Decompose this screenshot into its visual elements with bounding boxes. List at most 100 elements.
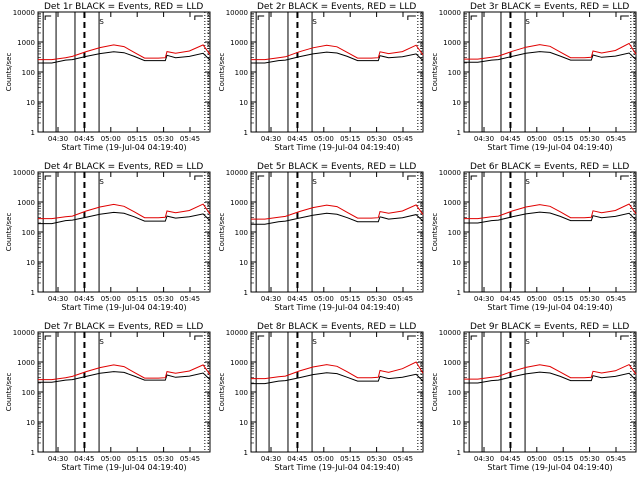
events-series-line [38,211,211,225]
x-tick-label: 04:30 [474,135,494,143]
y-tick-label: 1 [31,289,35,297]
events-series-line [38,51,211,64]
y-tick-label: 10000 [226,329,248,337]
bracket-mark [257,15,265,20]
lld-series-line [38,203,211,220]
x-tick-label: 05:15 [340,295,360,303]
bracket-mark [407,335,416,340]
detector-panel: Det 7r BLACK = Events, RED = LLD 1 10 100 10… [5,322,211,472]
x-tick-label: 05:15 [553,135,573,143]
y-tick-label: 1000 [230,359,248,367]
annotation-label: S [525,18,530,26]
events-series-line [251,212,424,225]
annotation-label: S [99,338,104,346]
plot-frame [250,171,424,293]
y-tick-label: 1000 [230,39,248,47]
bracket-mark [257,175,265,180]
panel-title: Det 5r BLACK = Events, RED = LLD [257,162,416,172]
x-tick-label: 05:30 [580,295,600,303]
x-tick-label: 04:45 [74,295,94,303]
y-tick-label: 10000 [226,9,248,17]
x-tick-label: 05:45 [180,455,200,463]
plot-frame [37,11,211,133]
y-tick-label: 100 [235,69,248,77]
panel-title: Det 8r BLACK = Events, RED = LLD [257,322,416,332]
y-tick-label: 1000 [443,199,461,207]
y-axis-label: Counts/sec [5,213,13,252]
x-tick-label: 05:30 [367,135,387,143]
events-series-line [464,371,637,384]
annotation-label: S [99,178,104,186]
bracket-mark [620,175,629,180]
y-tick-label: 10000 [13,169,35,177]
lld-series-line [251,204,424,220]
events-series-line [464,51,637,63]
x-tick-label: 05:45 [606,295,626,303]
panel-title: Det 7r BLACK = Events, RED = LLD [44,322,203,332]
y-tick-label: 100 [448,229,461,237]
y-axis-label: Counts/sec [218,213,226,252]
bracket-mark [194,175,203,180]
lld-series-line [464,203,637,220]
annotation-label: S [525,178,530,186]
y-tick-label: 1 [457,289,461,297]
bracket-mark [194,335,203,340]
annotation-label: S [312,178,317,186]
x-axis-label: Start Time (19-Jul-04 04:19:40) [487,143,612,152]
x-tick-label: 05:45 [180,135,200,143]
y-tick-label: 1000 [17,359,35,367]
x-tick-label: 04:30 [48,455,68,463]
x-tick-label: 04:45 [287,135,307,143]
annotation-label: S [312,338,317,346]
x-axis-label: Start Time (19-Jul-04 04:19:40) [487,463,612,472]
y-axis-label: Counts/sec [5,373,13,412]
y-axis-label: Counts/sec [431,373,439,412]
x-tick-label: 05:45 [180,295,200,303]
y-axis-label: Counts/sec [431,53,439,92]
x-tick-label: 04:45 [500,455,520,463]
x-tick-label: 05:30 [154,135,174,143]
x-tick-label: 05:00 [101,135,121,143]
x-tick-label: 04:45 [500,295,520,303]
y-tick-label: 1 [457,449,461,457]
annotation-label: S [525,338,530,346]
bracket-mark [44,15,52,20]
y-tick-label: 10 [26,259,35,267]
x-tick-label: 04:30 [48,135,68,143]
lld-series-line [38,364,211,381]
detector-panel: Det 5r BLACK = Events, RED = LLD 1 10 100 10… [218,162,424,312]
events-series-line [464,211,637,224]
y-tick-label: 10000 [439,169,461,177]
y-tick-label: 100 [235,389,248,397]
bracket-mark [470,175,478,180]
y-tick-label: 10000 [226,169,248,177]
x-tick-label: 05:30 [154,455,174,463]
x-tick-label: 05:15 [340,455,360,463]
x-tick-label: 05:00 [527,295,547,303]
y-tick-label: 1000 [17,39,35,47]
plot-frame [37,171,211,293]
x-axis-label: Start Time (19-Jul-04 04:19:40) [61,143,186,152]
x-tick-label: 04:45 [287,455,307,463]
panel-title: Det 2r BLACK = Events, RED = LLD [257,2,416,12]
y-tick-label: 10 [452,419,461,427]
events-series-line [38,371,211,383]
x-tick-label: 05:30 [580,135,600,143]
y-tick-label: 100 [22,389,35,397]
x-tick-label: 04:45 [74,455,94,463]
bracket-mark [407,15,416,20]
plot-frame [37,331,211,453]
detector-panel: Det 8r BLACK = Events, RED = LLD 1 10 100 10… [218,322,424,472]
plot-frame [463,171,637,293]
panel-title: Det 6r BLACK = Events, RED = LLD [470,162,629,172]
x-tick-label: 04:30 [261,135,281,143]
detector-panel: Det 6r BLACK = Events, RED = LLD 1 10 100 10… [431,162,637,312]
bracket-mark [407,175,416,180]
x-tick-label: 05:00 [527,455,547,463]
lld-series-line [464,363,637,380]
events-series-line [251,51,424,64]
y-axis-label: Counts/sec [431,213,439,252]
bracket-mark [44,175,52,180]
x-tick-label: 04:45 [500,135,520,143]
